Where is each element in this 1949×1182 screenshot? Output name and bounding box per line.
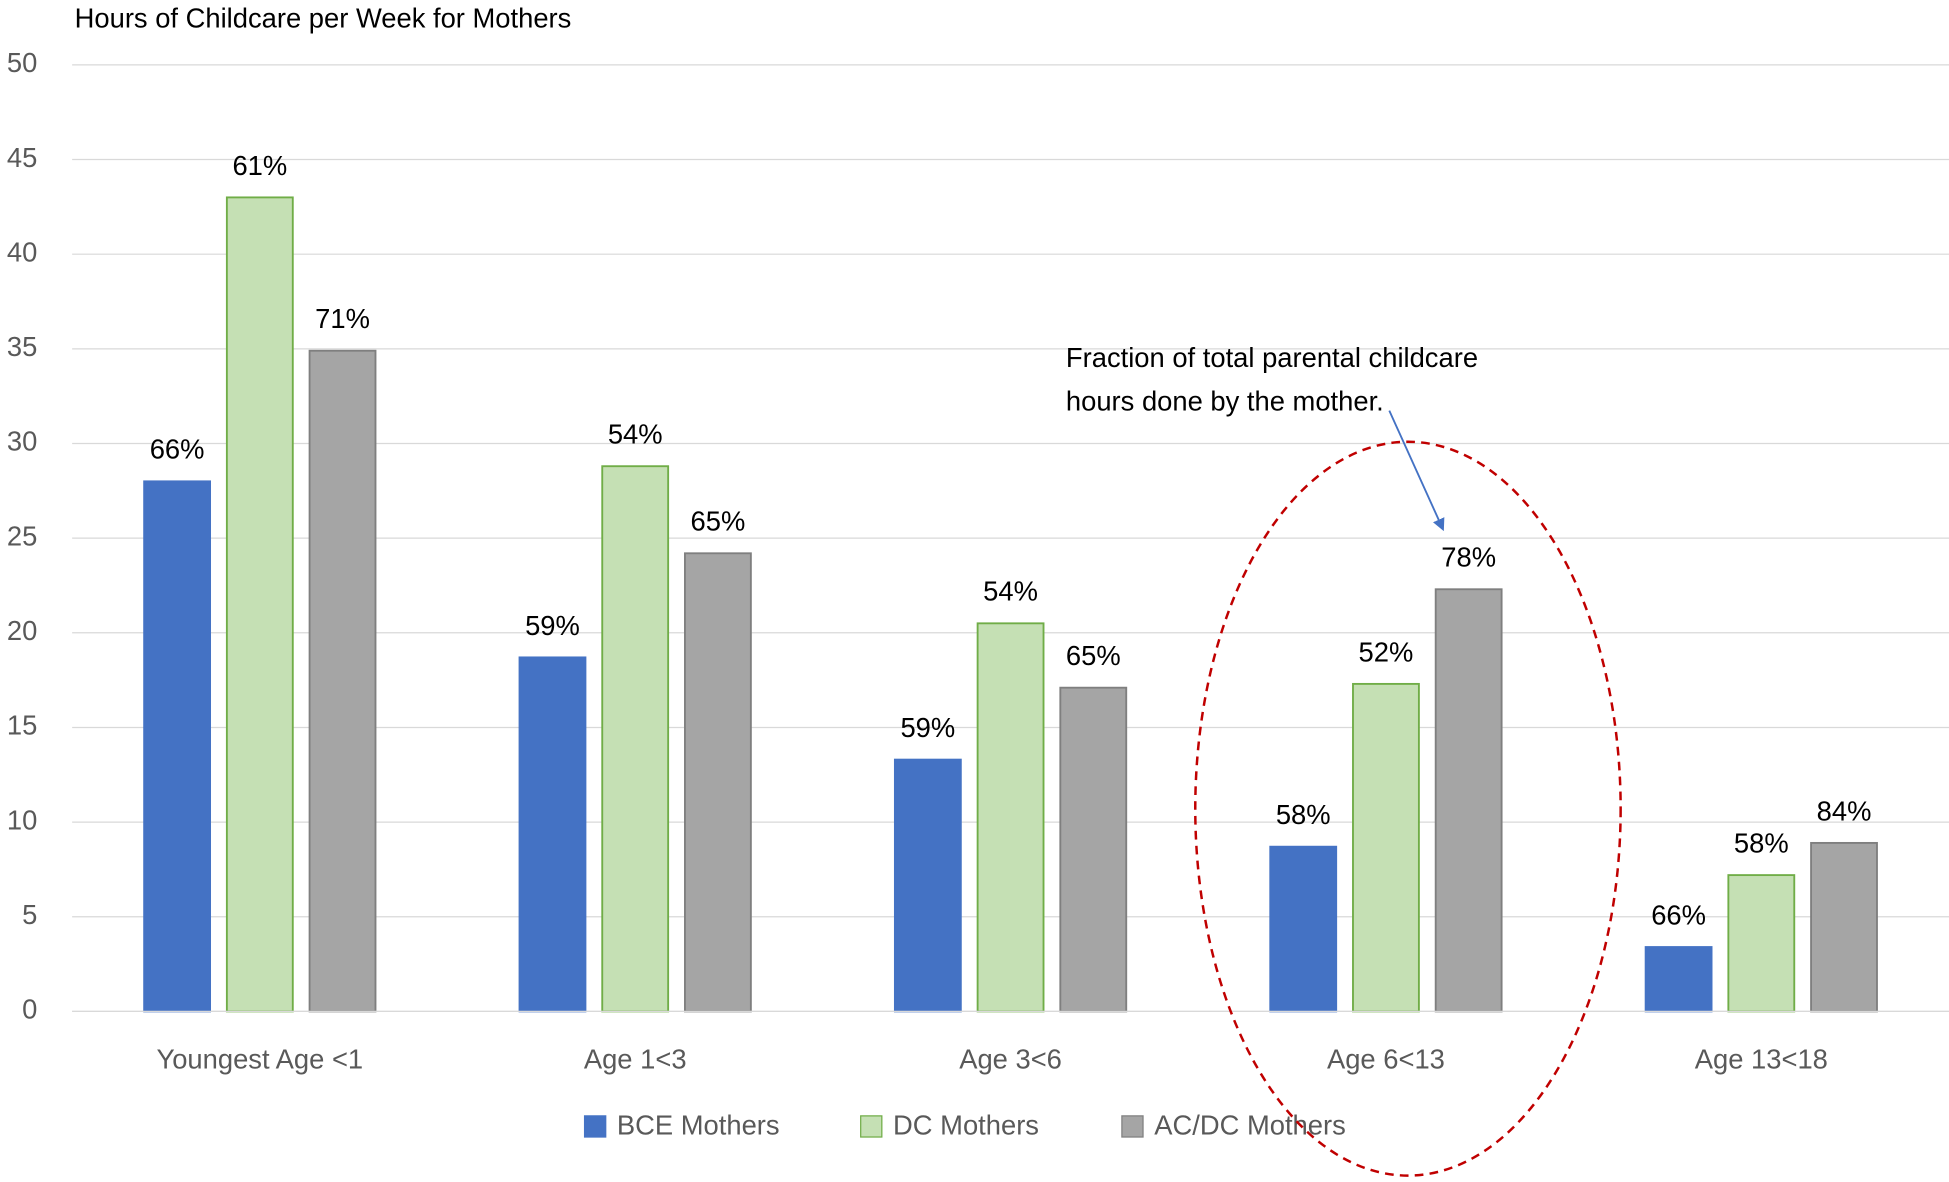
y-tick-label: 30: [7, 426, 37, 457]
y-tick-label: 40: [7, 236, 37, 267]
data-label: 59%: [900, 712, 955, 743]
data-label: 66%: [1651, 899, 1706, 930]
bar: [518, 656, 587, 1013]
bar: [225, 196, 294, 1013]
legend-label: DC Mothers: [893, 1109, 1039, 1140]
chart-title: Hours of Childcare per Week for Mothers: [75, 2, 572, 33]
annotation-arrow: [1388, 410, 1445, 532]
y-tick-label: 10: [7, 804, 37, 835]
x-tick-label: Age 13<18: [1695, 1043, 1828, 1074]
bar: [1352, 682, 1420, 1013]
x-tick-label: Youngest Age <1: [156, 1043, 363, 1074]
data-label: 58%: [1276, 799, 1331, 830]
highlight-ellipse: [1194, 440, 1622, 1177]
bar: [1727, 874, 1796, 1013]
y-tick-label: 50: [7, 47, 37, 78]
x-tick-label: Age 3<6: [959, 1043, 1062, 1074]
data-label: 54%: [608, 419, 663, 450]
bar: [601, 465, 670, 1013]
data-label: 66%: [150, 434, 205, 465]
y-tick-label: 15: [7, 710, 37, 741]
data-label: 52%: [1359, 636, 1414, 667]
x-tick-label: Age 6<13: [1327, 1043, 1445, 1074]
bar: [893, 758, 962, 1013]
y-tick-label: 0: [22, 994, 37, 1025]
data-label: 78%: [1441, 542, 1496, 573]
y-tick-label: 5: [22, 899, 37, 930]
y-tick-label: 35: [7, 331, 37, 362]
bar: [1810, 841, 1878, 1013]
bar: [308, 349, 377, 1013]
data-label: 54%: [983, 576, 1038, 607]
bar: [1644, 946, 1713, 1013]
annotation: hours done by the mother.: [1066, 385, 1384, 416]
data-label: 59%: [525, 610, 580, 641]
bar: [1434, 588, 1503, 1013]
y-tick-label: 45: [7, 142, 37, 173]
bar: [1059, 686, 1128, 1013]
legend-label: BCE Mothers: [617, 1109, 780, 1140]
bar: [684, 552, 752, 1013]
data-label: 84%: [1817, 795, 1872, 826]
legend-swatch: [583, 1115, 607, 1138]
y-tick-label: 25: [7, 520, 37, 551]
bar: [143, 480, 212, 1013]
data-label: 65%: [1066, 640, 1121, 671]
legend-swatch: [1121, 1115, 1144, 1138]
legend-label: AC/DC Mothers: [1154, 1109, 1346, 1140]
data-label: 65%: [691, 506, 746, 537]
data-label: 71%: [315, 303, 370, 334]
bar: [976, 622, 1045, 1013]
legend-swatch: [860, 1115, 883, 1138]
data-label: 61%: [232, 150, 287, 181]
annotation: Fraction of total parental childcare: [1066, 342, 1478, 373]
y-tick-label: 20: [7, 615, 37, 646]
data-label: 58%: [1734, 827, 1789, 858]
bar: [1269, 845, 1338, 1013]
x-tick-label: Age 1<3: [584, 1043, 687, 1074]
